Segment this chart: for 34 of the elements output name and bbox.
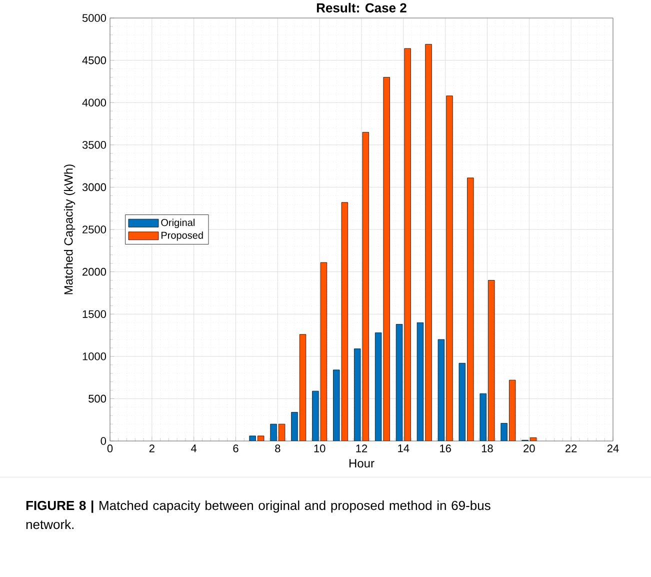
x-tick-label: 12: [356, 444, 368, 452]
y-tick-label: 3000: [82, 183, 106, 192]
bar: [467, 178, 474, 441]
x-tick-label: 16: [440, 444, 451, 452]
x-tick-label: 18: [482, 444, 493, 452]
y-tick-label: 0: [100, 437, 106, 445]
legend-label: Original: [161, 218, 194, 228]
y-tick-label: 3500: [82, 141, 106, 149]
y-tick-label: 4500: [82, 56, 106, 64]
legend-label: Proposed: [162, 231, 203, 241]
y-tick-label: 1000: [82, 352, 106, 360]
y-tick-label: 500: [88, 394, 106, 403]
y-tick-label: 1500: [82, 310, 106, 318]
y-tick-label: 4000: [82, 98, 106, 106]
y-tick-label: 2500: [82, 226, 106, 234]
x-tick-label: 20: [524, 444, 535, 452]
x-tick-label: 4: [191, 444, 197, 452]
x-tick-label: 8: [275, 444, 280, 452]
x-tick-label: 22: [566, 444, 577, 452]
x-axis-title: Hour: [349, 459, 374, 468]
x-tick-label: 0: [107, 444, 113, 452]
x-tick-label: 2: [149, 444, 154, 452]
y-tick-label: 5000: [82, 14, 106, 22]
bar: [425, 44, 432, 441]
chart-title: Result: Case 2: [316, 2, 406, 12]
x-tick-label: 14: [398, 444, 410, 452]
x-tick-label: 6: [233, 444, 238, 452]
text: FIGURE 8 | Matched capacity between original and proposed method in 69-bus network.: [26, 500, 490, 530]
x-tick-label: 10: [314, 444, 326, 452]
x-tick-label: 24: [607, 444, 619, 452]
y-tick-label: 2000: [82, 268, 106, 276]
bar: [446, 96, 453, 441]
bar: [404, 48, 411, 441]
y-axis-title: Matched Capacity (kWh): [64, 164, 76, 294]
